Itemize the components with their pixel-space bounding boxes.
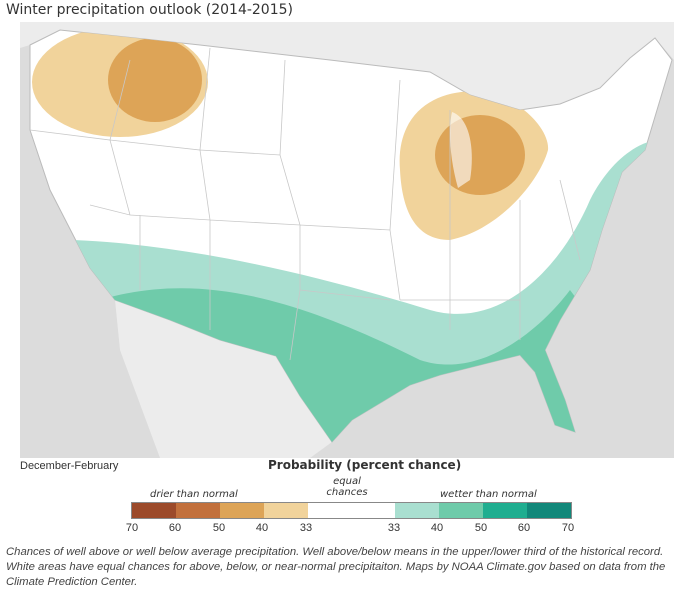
legend-tick: 60 (517, 522, 531, 534)
mexico-landmass (115, 300, 332, 458)
legend-tick: 60 (168, 522, 182, 534)
swatch-wet-50 (439, 503, 484, 518)
legend-tick: 40 (430, 522, 444, 534)
legend-tick: 70 (561, 522, 575, 534)
legend-color-bar (131, 502, 572, 519)
legend-tick: 50 (212, 522, 226, 534)
legend-tick: 40 (255, 522, 269, 534)
season-label: December-February (20, 460, 119, 472)
lake-michigan (450, 112, 472, 188)
legend-tick: 33 (299, 522, 313, 534)
legend-title: Probability (percent chance) (268, 458, 462, 472)
northwest-drier-50 (108, 38, 202, 122)
legend-drier-label: drier than normal (150, 489, 238, 500)
state-borders (30, 47, 581, 361)
swatch-wet-70 (527, 503, 572, 518)
map-caption: Chances of well above or well below aver… (6, 546, 666, 588)
swatch-dry-70 (132, 503, 176, 518)
swatch-dry-40 (263, 503, 308, 518)
swatch-dry-60 (175, 503, 220, 518)
swatch-equal (307, 503, 396, 518)
legend-wetter-label: wetter than normal (440, 489, 537, 500)
legend-equal-label: equal chances (326, 476, 368, 498)
legend-tick: 70 (125, 522, 139, 534)
canada-landmass (20, 22, 674, 110)
greatlakes-drier-50 (435, 115, 525, 195)
map-title: Winter precipitation outlook (2014-2015) (6, 2, 293, 18)
swatch-wet-60 (483, 503, 528, 518)
legend-tick: 33 (387, 522, 401, 534)
precipitation-outlook-map (20, 22, 674, 458)
swatch-dry-50 (219, 503, 264, 518)
legend-tick: 50 (474, 522, 488, 534)
swatch-wet-40 (395, 503, 440, 518)
